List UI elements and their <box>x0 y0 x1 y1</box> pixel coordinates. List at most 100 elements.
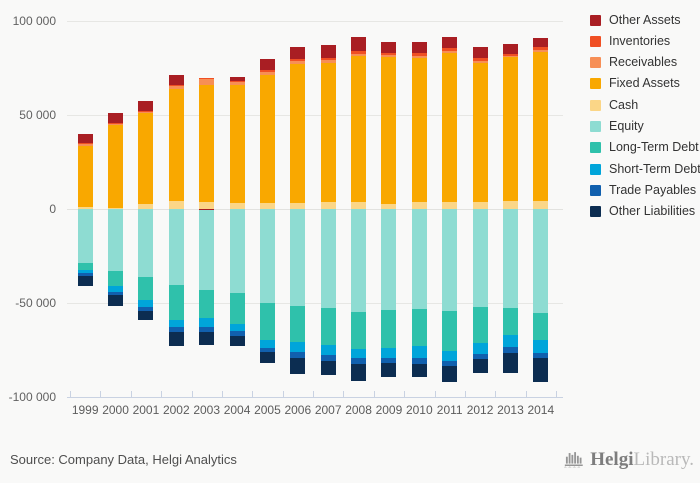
bar-segment[interactable] <box>199 78 215 85</box>
bar-segment[interactable] <box>351 201 367 209</box>
bar-segment[interactable] <box>229 324 245 332</box>
bar-segment[interactable] <box>320 360 336 375</box>
bar-segment[interactable] <box>320 344 336 355</box>
bar-segment[interactable] <box>502 335 518 347</box>
bar-segment[interactable] <box>381 347 397 359</box>
bar-segment[interactable] <box>77 145 93 208</box>
bar-segment[interactable] <box>502 44 518 55</box>
bar-segment[interactable] <box>199 84 215 203</box>
bar-segment[interactable] <box>290 63 306 203</box>
bar-segment[interactable] <box>533 37 549 48</box>
bar-segment[interactable] <box>351 53 367 56</box>
bar-segment[interactable] <box>502 54 518 56</box>
bar-segment[interactable] <box>168 86 184 89</box>
bar-segment[interactable] <box>381 363 397 377</box>
bar-segment[interactable] <box>502 57 518 201</box>
bar-segment[interactable] <box>442 201 458 209</box>
bar-segment[interactable] <box>229 335 245 347</box>
bar-segment[interactable] <box>442 311 458 351</box>
bar-segment[interactable] <box>472 209 488 307</box>
bar-segment[interactable] <box>168 75 184 85</box>
bar-segment[interactable] <box>320 354 336 361</box>
bar-segment[interactable] <box>138 101 154 111</box>
bar-segment[interactable] <box>290 46 306 59</box>
bar-segment[interactable] <box>381 41 397 53</box>
bar-segment[interactable] <box>108 123 124 125</box>
bar-segment[interactable] <box>472 58 488 61</box>
bar-segment[interactable] <box>199 209 215 211</box>
bar-segment[interactable] <box>411 55 427 58</box>
bar-segment[interactable] <box>533 52 549 201</box>
bar-segment[interactable] <box>138 300 154 308</box>
bar-segment[interactable] <box>168 285 184 320</box>
bar-segment[interactable] <box>229 292 245 325</box>
bar-segment[interactable] <box>77 269 93 274</box>
bar-segment[interactable] <box>290 202 306 209</box>
bar-segment[interactable] <box>108 270 124 287</box>
bar-segment[interactable] <box>533 47 549 50</box>
bar-segment[interactable] <box>259 71 275 75</box>
bar-segment[interactable] <box>199 202 215 209</box>
bar-segment[interactable] <box>108 294 124 307</box>
bar-segment[interactable] <box>229 80 245 83</box>
bar-segment[interactable] <box>199 77 215 79</box>
bar-segment[interactable] <box>199 326 215 333</box>
bar-segment[interactable] <box>77 144 93 146</box>
bar-segment[interactable] <box>199 210 215 291</box>
bar-segment[interactable] <box>77 134 93 144</box>
bar-segment[interactable] <box>381 358 397 364</box>
bar-segment[interactable] <box>502 352 518 374</box>
bar-segment[interactable] <box>229 82 245 85</box>
bar-segment[interactable] <box>472 60 488 63</box>
bar-segment[interactable] <box>77 209 93 264</box>
legend-item[interactable]: Equity <box>590 119 700 132</box>
bar-segment[interactable] <box>351 55 367 202</box>
bar-segment[interactable] <box>351 50 367 54</box>
bar-segment[interactable] <box>472 306 488 344</box>
bar-segment[interactable] <box>381 55 397 58</box>
bar-segment[interactable] <box>411 345 427 359</box>
bar-segment[interactable] <box>411 363 427 378</box>
legend-item[interactable]: Other Liabilities <box>590 205 700 218</box>
bar-segment[interactable] <box>351 36 367 51</box>
bar-segment[interactable] <box>259 303 275 340</box>
bar-segment[interactable] <box>351 311 367 350</box>
bar-segment[interactable] <box>411 209 427 309</box>
bar-segment[interactable] <box>199 332 215 345</box>
bar-segment[interactable] <box>472 62 488 203</box>
bar-segment[interactable] <box>290 352 306 359</box>
bar-segment[interactable] <box>351 358 367 364</box>
bar-segment[interactable] <box>381 57 397 204</box>
legend-item[interactable]: Long-Term Debt <box>590 141 700 154</box>
bar-segment[interactable] <box>502 200 518 209</box>
bar-segment[interactable] <box>533 357 549 382</box>
bar-segment[interactable] <box>229 203 245 209</box>
bar-segment[interactable] <box>533 200 549 209</box>
bar-segment[interactable] <box>138 113 154 204</box>
bar-segment[interactable] <box>229 76 245 81</box>
bar-segment[interactable] <box>533 209 549 313</box>
bar-segment[interactable] <box>138 110 154 112</box>
bar-segment[interactable] <box>442 36 458 49</box>
bar-segment[interactable] <box>259 347 275 352</box>
bar-segment[interactable] <box>320 57 336 61</box>
bar-segment[interactable] <box>259 69 275 72</box>
bar-segment[interactable] <box>411 308 427 346</box>
bar-segment[interactable] <box>320 209 336 308</box>
bar-segment[interactable] <box>168 200 184 209</box>
legend-item[interactable]: Fixed Assets <box>590 77 700 90</box>
legend-item[interactable]: Cash <box>590 98 700 111</box>
bar-segment[interactable] <box>259 59 275 70</box>
bar-segment[interactable] <box>108 209 124 271</box>
legend-item[interactable]: Trade Payables <box>590 183 700 196</box>
bar-segment[interactable] <box>229 331 245 336</box>
bar-segment[interactable] <box>411 202 427 209</box>
bar-segment[interactable] <box>472 359 488 373</box>
bar-segment[interactable] <box>138 209 154 278</box>
bar-segment[interactable] <box>138 277 154 301</box>
legend-item[interactable]: Inventories <box>590 34 700 47</box>
bar-segment[interactable] <box>502 346 518 353</box>
bar-segment[interactable] <box>381 52 397 56</box>
bar-segment[interactable] <box>108 286 124 292</box>
bar-segment[interactable] <box>442 50 458 53</box>
